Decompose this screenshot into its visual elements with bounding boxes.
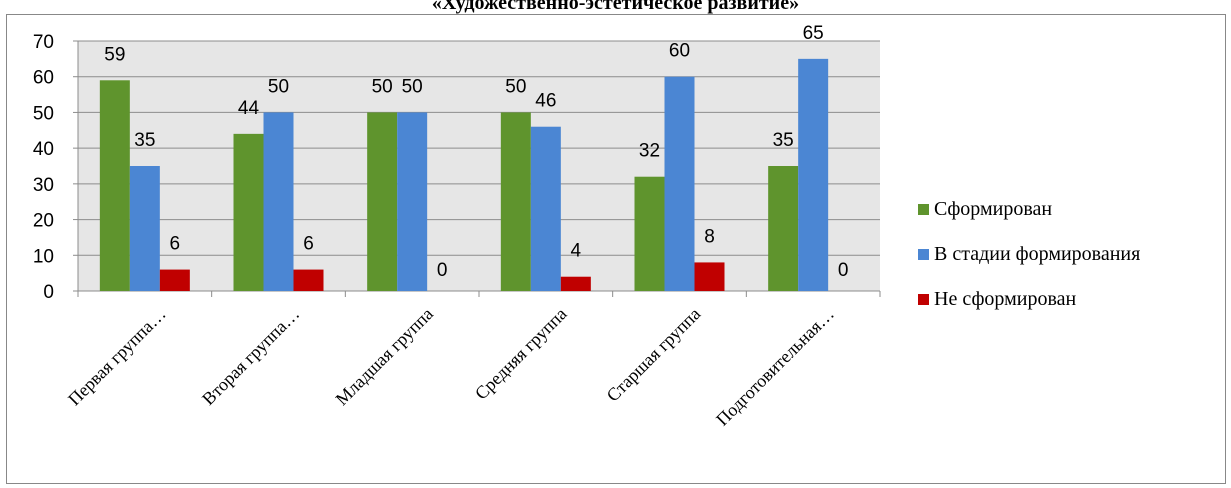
- bar: [500, 112, 531, 291]
- y-tick-label: 0: [43, 282, 54, 303]
- data-label: 32: [639, 141, 660, 162]
- data-label: 0: [838, 260, 849, 281]
- legend-label-formed: Сформирован: [934, 197, 1053, 220]
- data-label: 6: [303, 234, 314, 255]
- legend-item-formed: Сформирован: [918, 198, 1140, 220]
- data-label: 60: [669, 41, 690, 62]
- legend-swatch-not-formed: [918, 293, 929, 305]
- data-label: 35: [134, 130, 155, 151]
- legend-item-forming: В стадии формирования: [918, 243, 1140, 265]
- legend-label-not-formed: Не сформирован: [934, 287, 1077, 310]
- category-label: Первая группа…: [64, 304, 170, 410]
- data-label: 50: [372, 76, 393, 97]
- data-label: 65: [803, 23, 824, 44]
- chart-title: «Художественно-эстетическое развитие»: [431, 0, 800, 14]
- y-tick-label: 60: [33, 68, 54, 89]
- bar: [768, 166, 799, 291]
- category-label: Вторая группа…: [198, 304, 303, 409]
- y-tick-label: 30: [33, 175, 54, 196]
- data-label: 50: [505, 76, 526, 97]
- bar: [560, 276, 591, 291]
- legend: Сформирован В стадии формирования Не сфо…: [918, 198, 1140, 333]
- category-label: Средняя группа: [471, 304, 571, 404]
- category-label: Младшая группа: [332, 304, 437, 409]
- bar: [798, 58, 829, 291]
- bar: [263, 112, 294, 291]
- data-label: 50: [402, 76, 423, 97]
- category-label: Подготовительная…: [712, 304, 838, 430]
- bar: [530, 126, 561, 291]
- data-label: 46: [535, 91, 556, 112]
- data-label: 35: [773, 130, 794, 151]
- y-tick-label: 20: [33, 211, 54, 232]
- bar: [233, 133, 264, 291]
- legend-label-forming: В стадии формирования: [934, 242, 1141, 265]
- bar: [694, 262, 725, 291]
- data-label: 8: [704, 226, 715, 247]
- data-label: 4: [571, 241, 582, 262]
- legend-swatch-forming: [918, 248, 929, 260]
- bar: [99, 80, 130, 292]
- y-tick-label: 50: [33, 103, 54, 124]
- bar: [293, 269, 324, 291]
- bar: [367, 112, 398, 291]
- data-label: 0: [437, 260, 448, 281]
- bar: [664, 76, 695, 291]
- legend-item-not-formed: Не сформирован: [918, 288, 1140, 310]
- bar: [159, 269, 190, 291]
- chart-frame: [6, 14, 1226, 484]
- plot-area: [78, 41, 880, 291]
- data-label: 59: [104, 44, 125, 65]
- data-label: 50: [268, 76, 289, 97]
- category-label: Старшая группа: [603, 304, 705, 406]
- y-tick-label: 40: [33, 139, 54, 160]
- data-label: 44: [238, 98, 260, 119]
- legend-swatch-formed: [918, 203, 929, 215]
- bar: [634, 176, 665, 291]
- y-tick-label: 70: [33, 32, 54, 53]
- bar: [397, 112, 428, 291]
- data-label: 6: [170, 234, 181, 255]
- bar: [129, 166, 160, 291]
- y-tick-label: 10: [33, 246, 54, 267]
